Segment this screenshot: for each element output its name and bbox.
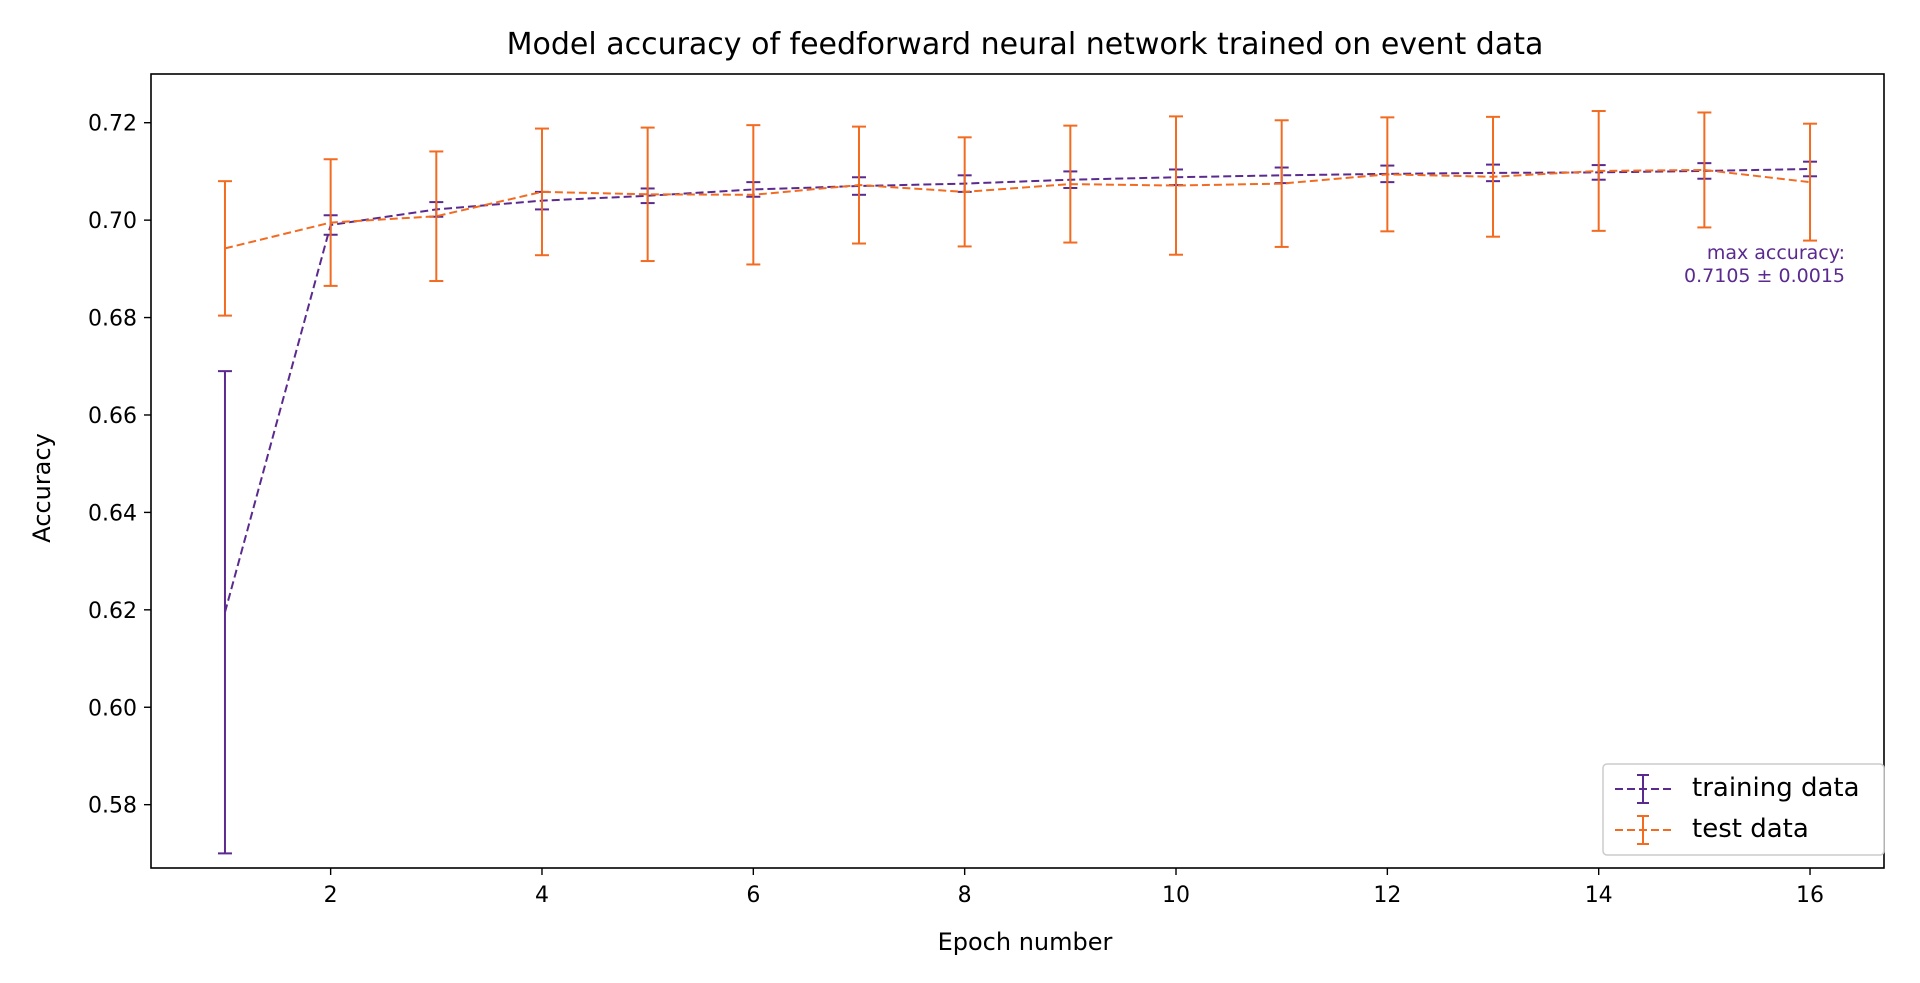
y-tick-label: 0.68 [88,307,137,332]
chart-title: Model accuracy of feedforward neural net… [507,27,1544,62]
x-tick-label: 12 [1373,883,1401,908]
x-tick-label: 6 [746,883,760,908]
series-test [217,110,1818,317]
y-axis-title: Accuracy [28,433,56,543]
y-tick-label: 0.62 [88,599,137,624]
plot-frame [150,73,1885,869]
y-tick-label: 0.66 [88,404,137,429]
legend: training data test data [1602,763,1885,856]
x-tick-label: 10 [1162,883,1190,908]
series-line [224,168,1811,250]
x-tick-label: 2 [324,883,338,908]
x-axis-title: Epoch number [938,928,1113,956]
legend-entry-training: training data [1615,773,1860,804]
y-tick-label: 0.72 [88,112,137,137]
error-bar [1697,111,1712,229]
series-line [224,167,1811,613]
series-training [217,160,1818,855]
y-tick-label: 0.60 [88,696,137,721]
x-tick-label: 16 [1796,883,1824,908]
error-bar [1169,115,1184,256]
error-bar [534,127,549,257]
legend-entry-test: test data [1615,814,1809,845]
annotation-line-1: max accuracy: [1707,242,1845,264]
y-tick-label: 0.58 [88,794,137,819]
y-tick-label: 0.70 [88,209,137,234]
max-accuracy-annotation: max accuracy: 0.7105 ± 0.0015 [1684,242,1845,287]
annotation-line-2: 0.7105 ± 0.0015 [1684,265,1845,287]
x-tick-label: 4 [535,883,549,908]
x-tick-label: 14 [1585,883,1613,908]
legend-label-test: test data [1692,814,1809,844]
error-bar [640,126,655,263]
x-tick-label: 8 [958,883,972,908]
plot-area: 2 4 6 8 10 12 14 16 0.58 0.60 0.62 0.64 0.66 0.68 0.70… [88,73,1885,908]
legend-box [1602,763,1885,856]
legend-label-training: training data [1692,773,1860,803]
y-tick-label: 0.64 [88,501,137,526]
error-bar [1803,122,1818,242]
error-bar [429,150,444,283]
